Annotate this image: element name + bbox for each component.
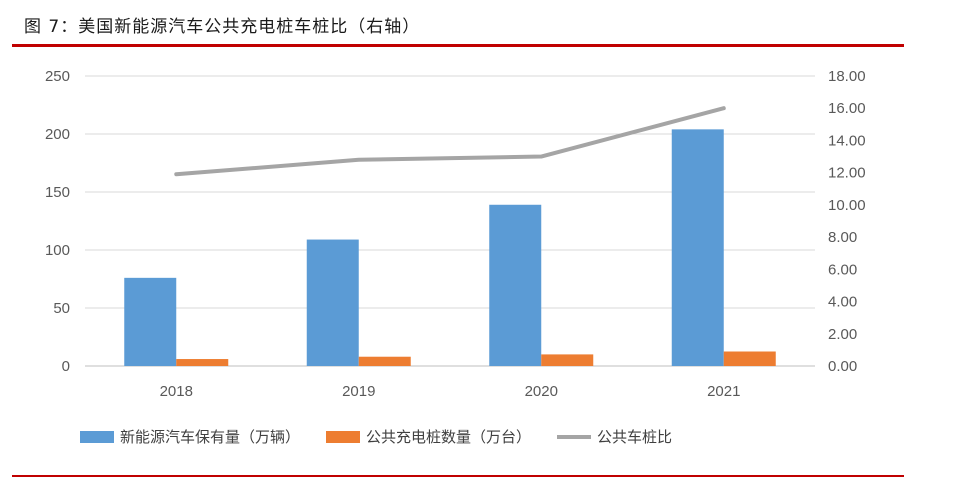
- bar-vehicles: [306, 239, 359, 366]
- x-tick-label: 2020: [525, 383, 558, 400]
- bar-chargers: [541, 354, 594, 366]
- footer-rule: [12, 475, 904, 477]
- y2-tick-label: 18.00: [828, 68, 866, 85]
- y2-tick-label: 0.00: [828, 358, 857, 375]
- legend-label-vehicles: 新能源汽车保有量（万辆）: [120, 428, 301, 446]
- legend: 新能源汽车保有量（万辆） 公共充电桩数量（万台） 公共车桩比: [80, 426, 698, 447]
- x-tick-label: 2019: [342, 383, 375, 400]
- x-tick-label: 2021: [707, 383, 740, 400]
- y2-tick-label: 12.00: [828, 165, 866, 182]
- ratio-line: [174, 106, 726, 177]
- legend-item-chargers: 公共充电桩数量（万台）: [326, 426, 531, 447]
- bar-chargers: [723, 351, 776, 366]
- y2-tick-label: 14.00: [828, 132, 866, 149]
- title-rule: [12, 44, 904, 47]
- y-tick-label: 200: [45, 126, 70, 143]
- legend-swatch-ratio: [557, 434, 592, 439]
- legend-label-ratio: 公共车桩比: [597, 428, 673, 446]
- y-tick-label: 0: [62, 358, 70, 375]
- legend-label-chargers: 公共充电桩数量（万台）: [366, 428, 532, 446]
- bar-chargers: [176, 359, 229, 366]
- legend-swatch-vehicles: [80, 430, 114, 443]
- y-tick-label: 250: [45, 68, 70, 85]
- y2-tick-label: 10.00: [828, 197, 866, 214]
- legend-item-ratio: 公共车桩比: [557, 426, 672, 447]
- bar-vehicles: [124, 277, 177, 366]
- y-tick-label: 100: [45, 242, 70, 259]
- figure-title: 图 7：美国新能源汽车公共充电桩车桩比（右轴）: [24, 17, 421, 37]
- y2-tick-label: 8.00: [828, 229, 857, 246]
- bar-vehicles: [489, 204, 542, 366]
- y2-tick-label: 16.00: [828, 100, 866, 117]
- y-tick-label: 150: [45, 184, 70, 201]
- legend-swatch-chargers: [326, 430, 361, 443]
- y-tick-label: 50: [53, 300, 70, 317]
- y2-tick-label: 4.00: [828, 294, 857, 311]
- legend-item-vehicles: 新能源汽车保有量（万辆）: [80, 426, 300, 447]
- bar-chargers: [358, 356, 411, 366]
- y2-tick-label: 6.00: [828, 261, 857, 278]
- bar-vehicles: [671, 129, 724, 366]
- x-tick-label: 2018: [160, 383, 193, 400]
- y2-tick-label: 2.00: [828, 326, 857, 343]
